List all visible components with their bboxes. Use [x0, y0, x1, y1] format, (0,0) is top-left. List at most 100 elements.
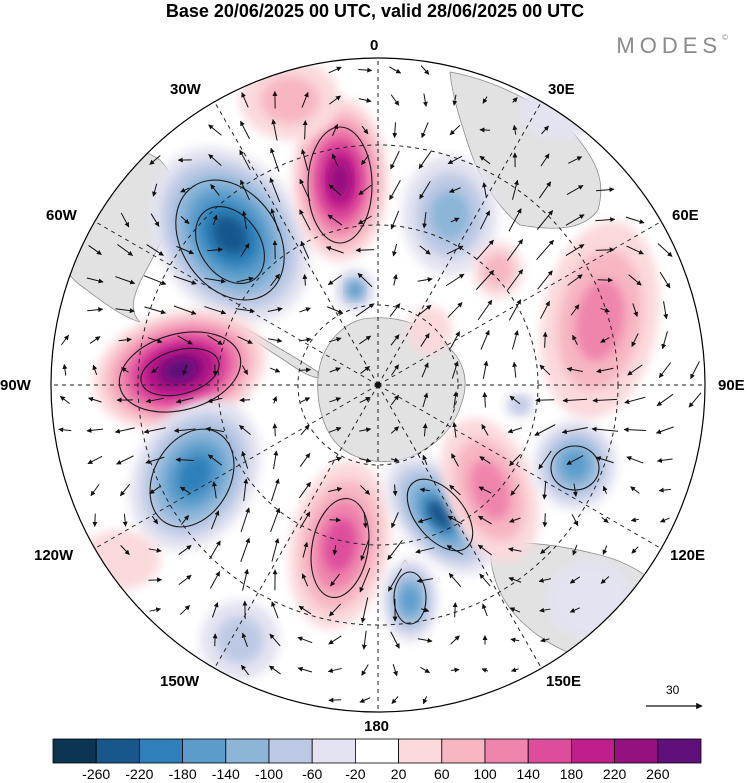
wind-vector: [299, 209, 311, 231]
wind-vector: [299, 307, 311, 313]
wind-vector: [119, 483, 131, 497]
colorbar-tick-label: -180: [168, 766, 197, 782]
wind-vector: [148, 547, 162, 553]
wind-vector: [180, 515, 190, 525]
wind-vector: [90, 483, 100, 497]
wind-vector: [475, 270, 495, 290]
wind-vector: [325, 246, 344, 254]
wind-vector: [268, 665, 281, 675]
colorbar-tick-label: -20: [345, 766, 366, 782]
wind-vector: [420, 666, 431, 674]
wind-vector: [655, 426, 674, 434]
wind-vector: [205, 426, 225, 433]
wind-vector: [267, 306, 283, 313]
wind-vector: [328, 635, 342, 645]
colorbar-tick-label: 20: [390, 766, 407, 782]
wind-vector: [239, 149, 251, 171]
wind-vector: [145, 397, 164, 404]
wind-vector: [86, 427, 104, 433]
wind-vector: [536, 239, 554, 261]
wind-vector: [328, 184, 342, 196]
wind-vector: [418, 151, 432, 169]
wind-vector: [120, 545, 130, 555]
lon-label-120e: 120E: [670, 547, 706, 564]
wind-vector: [328, 426, 342, 433]
wind-vector: [508, 547, 522, 553]
wind-vector: [331, 153, 339, 167]
wind-vector: [595, 217, 616, 223]
wind-vector: [659, 517, 670, 523]
wind-vector: [663, 301, 669, 320]
wind-vector: [538, 181, 552, 199]
wind-vector: [146, 244, 164, 256]
wind-vector: [422, 211, 428, 229]
colorbar-tick-label: 60: [434, 766, 450, 782]
wind-vector: [419, 180, 431, 200]
wind-vector: [511, 179, 519, 200]
wind-vector: [482, 360, 489, 379]
wind-vector: [478, 486, 492, 494]
meridian-line: [214, 384, 379, 669]
wind-vector: [602, 545, 608, 555]
wind-vector: [661, 331, 668, 350]
wind-vector: [566, 185, 584, 195]
wind-vector: [357, 215, 372, 225]
wind-vector: [179, 605, 191, 615]
wind-vector: [482, 391, 488, 408]
wind-vector: [207, 335, 223, 345]
wind-vector: [510, 637, 520, 643]
wind-vector: [115, 276, 136, 285]
lon-label-0: 0: [370, 37, 379, 54]
wind-vector: [121, 367, 129, 373]
wind-vector: [271, 537, 280, 562]
wind-vector: [241, 92, 249, 108]
wind-vector: [390, 457, 400, 463]
colorbar-tick-label: -260: [82, 766, 111, 782]
wind-vector: [600, 576, 610, 584]
wind-vector: [452, 94, 458, 106]
wind-vector: [572, 334, 578, 345]
wind-vector: [572, 483, 578, 497]
wind-vector: [208, 124, 222, 136]
wind-vector: [204, 306, 227, 315]
wind-vector: [207, 247, 224, 253]
wind-vector: [449, 124, 461, 136]
wind-vector: [567, 274, 583, 286]
wind-vector: [210, 184, 220, 196]
wind-vector: [358, 97, 372, 103]
wind-vector: [387, 568, 403, 592]
wind-vector: [272, 423, 278, 437]
wind-vector: [416, 578, 434, 584]
anomaly-contour-fill: [546, 560, 634, 640]
wind-vector: [242, 568, 249, 591]
wind-vector: [211, 602, 219, 618]
wind-vector: [329, 367, 341, 373]
wind-vector: [92, 513, 98, 527]
wind-vector: [592, 397, 618, 403]
wind-vector: [507, 427, 523, 434]
wind-vector: [360, 485, 370, 495]
anomaly-contour-fill: [177, 455, 213, 495]
wind-vector: [240, 243, 250, 257]
wind-vector: [481, 603, 488, 617]
wind-vector: [419, 487, 430, 493]
wind-vector: [565, 244, 585, 256]
wind-vector: [509, 454, 521, 466]
wind-vector: [415, 547, 435, 554]
wind-vector: [422, 392, 429, 408]
wind-vector: [659, 271, 671, 289]
wind-vector: [392, 664, 398, 677]
lon-label-150w: 150W: [160, 673, 200, 690]
wind-vector: [271, 119, 278, 141]
wind-vector: [149, 607, 162, 613]
wind-vector: [207, 454, 223, 466]
wind-vector: [212, 633, 218, 647]
wind-vector: [600, 307, 610, 313]
wind-vector: [591, 426, 618, 432]
wind-vector: [630, 486, 640, 494]
wind-vector: [149, 485, 161, 495]
wind-vector: [240, 664, 250, 676]
wind-vector: [534, 424, 556, 436]
wind-vector: [268, 337, 283, 343]
wind-vector: [178, 545, 192, 555]
